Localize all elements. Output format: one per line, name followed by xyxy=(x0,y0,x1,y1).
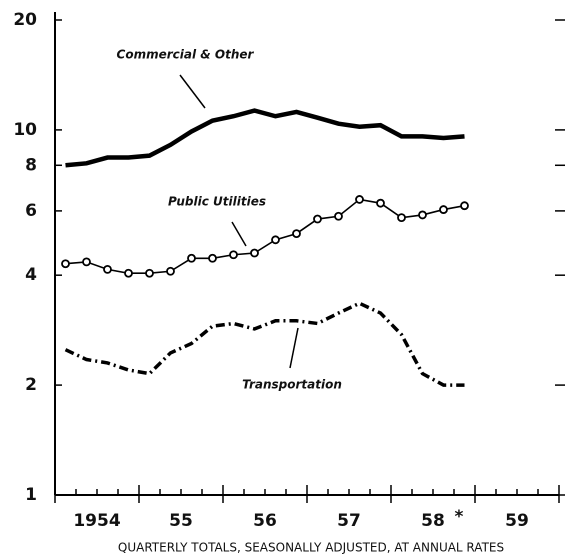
series-marker xyxy=(61,259,70,269)
series-marker xyxy=(292,229,301,238)
y-tick-label: 4 xyxy=(25,265,37,285)
series-marker xyxy=(355,195,364,204)
series-marker xyxy=(103,264,112,274)
y-tick-label: 1 xyxy=(25,485,37,505)
series-marker xyxy=(439,205,448,214)
y-tick-label: 10 xyxy=(13,120,37,140)
series-marker xyxy=(250,248,259,258)
series-label: Transportation xyxy=(242,378,342,392)
y-tick-label: 20 xyxy=(13,10,37,30)
x-tick-label: 1954 xyxy=(73,511,120,531)
series-marker xyxy=(397,213,406,223)
series-label: Public Utilities xyxy=(168,195,266,209)
series-marker xyxy=(166,266,175,276)
series-line xyxy=(64,301,465,387)
leader-line xyxy=(179,74,206,109)
series-marker xyxy=(229,250,238,260)
y-tick-label: 6 xyxy=(25,201,37,221)
series-marker xyxy=(187,253,196,263)
y-tick-label: 8 xyxy=(25,155,37,175)
x-tick-label: 57 xyxy=(337,511,361,531)
series-marker xyxy=(460,201,469,211)
x-tick-label: 59 xyxy=(505,511,529,531)
x-tick-label: 55 xyxy=(169,511,193,531)
x-tick-label: 58 xyxy=(421,511,445,531)
leader-line xyxy=(231,221,247,247)
series-label: Commercial & Other xyxy=(117,48,255,62)
series-marker xyxy=(82,257,91,267)
y-tick-label: 2 xyxy=(25,375,37,395)
series-marker xyxy=(208,253,217,263)
series-marker xyxy=(334,211,343,221)
x-axis-label: QUARTERLY TOTALS, SEASONALLY ADJUSTED, A… xyxy=(118,541,504,555)
footnote-mark: * xyxy=(455,507,464,527)
series-marker xyxy=(124,268,133,278)
x-tick-label: 56 xyxy=(253,511,277,531)
series-marker xyxy=(145,268,154,278)
series-marker xyxy=(313,214,322,224)
series-marker xyxy=(271,235,280,245)
series-line xyxy=(65,198,465,275)
leader-line xyxy=(289,327,299,369)
series-line xyxy=(65,108,465,168)
series-marker xyxy=(376,198,385,208)
series-marker xyxy=(418,210,427,220)
